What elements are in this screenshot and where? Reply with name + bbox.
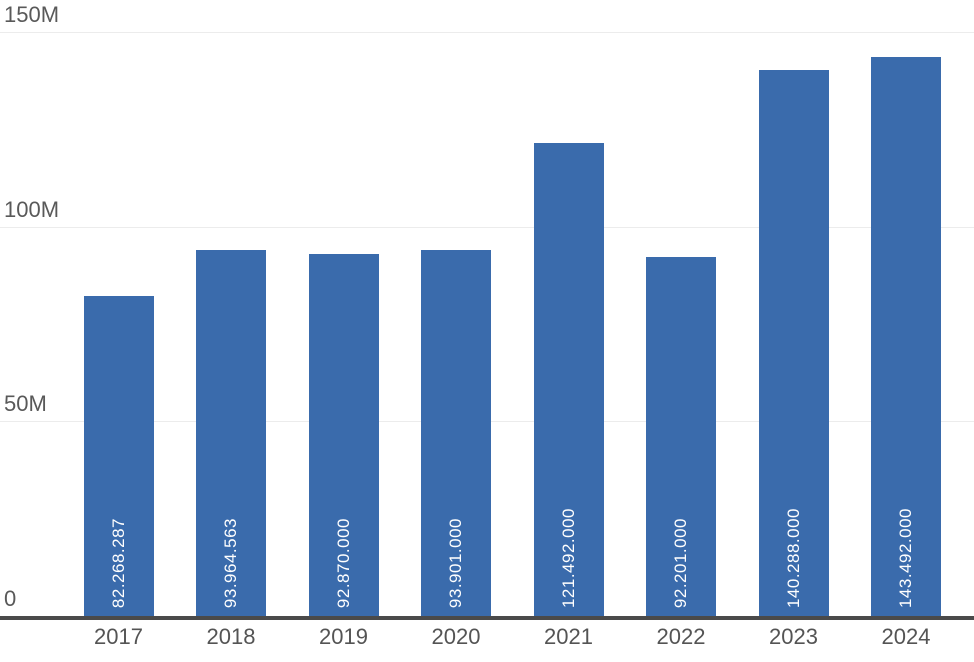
gridline (0, 226, 974, 228)
bar-2018[interactable]: 93.964.563 (196, 250, 266, 616)
x-axis-tick-label: 2019 (319, 624, 368, 649)
bar-value-label-wrap: 121.492.000 (534, 508, 604, 608)
bar-value-label: 140.288.000 (783, 507, 803, 608)
gridline (0, 32, 974, 33)
y-axis-tick-label: 150M (4, 2, 60, 27)
bar-value-label: 82.268.287 (108, 517, 128, 608)
x-axis-tick-label: 2017 (94, 624, 143, 649)
bar-value-label: 93.964.563 (221, 517, 240, 608)
x-axis-line (0, 616, 974, 620)
x-axis-tick-label: 2021 (544, 624, 593, 649)
bar-2019[interactable]: 92.870.000 (308, 254, 379, 616)
bar-value-label: 121.492.000 (558, 507, 578, 608)
x-axis-tick-label: 2018 (206, 624, 256, 649)
bar-2024[interactable]: 143.492.000 (871, 57, 941, 616)
bar-value-label: 92.870.000 (333, 517, 353, 608)
bar-value-label-wrap: 93.964.563 (196, 518, 266, 608)
x-axis-tick-label: 2024 (881, 624, 931, 649)
bar-2017[interactable]: 82.268.287 (83, 296, 154, 616)
bar-value-label-wrap: 140.288.000 (759, 508, 829, 608)
bar-2020[interactable]: 93.901.000 (421, 250, 491, 616)
bar-value-label: 143.492.000 (896, 507, 915, 608)
bar-value-label: 93.901.000 (446, 517, 465, 608)
bar-value-label-wrap: 143.492.000 (871, 508, 941, 608)
bar-2022[interactable]: 92.201.000 (646, 257, 716, 616)
bar-2021[interactable]: 121.492.000 (533, 143, 604, 616)
bar-value-label-wrap: 93.901.000 (421, 518, 491, 608)
bar-value-label-wrap: 82.268.287 (84, 518, 154, 608)
x-axis-tick-label: 2022 (656, 624, 706, 649)
x-axis-tick-label: 2023 (769, 624, 818, 649)
bar-value-label: 92.201.000 (671, 517, 690, 608)
bar-value-label-wrap: 92.870.000 (309, 518, 379, 608)
x-axis-tick-label: 2020 (431, 624, 481, 649)
bar-value-label-wrap: 92.201.000 (646, 518, 716, 608)
y-axis-tick-label: 50M (4, 391, 47, 417)
y-axis-tick-label: 0 (4, 586, 17, 611)
y-axis-tick-label: 100M (4, 196, 60, 222)
bar-2023[interactable]: 140.288.000 (758, 70, 829, 616)
